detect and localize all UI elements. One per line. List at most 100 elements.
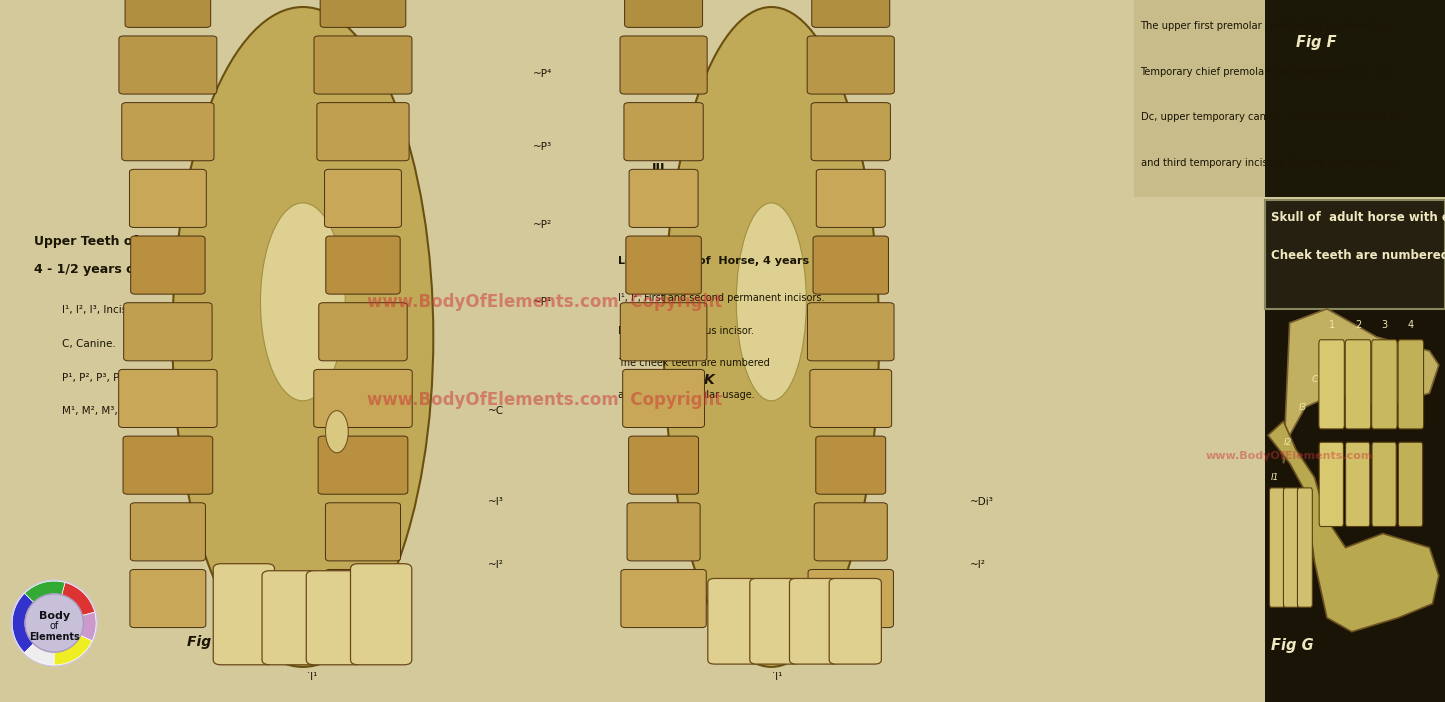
FancyBboxPatch shape	[321, 0, 406, 27]
FancyBboxPatch shape	[808, 303, 894, 361]
Text: Dc, upper temporary canine. C, lower permanent ca: Dc, upper temporary canine. C, lower per…	[1140, 112, 1400, 122]
Text: of: of	[49, 621, 59, 630]
FancyBboxPatch shape	[814, 503, 887, 561]
Text: I1: I1	[1272, 473, 1279, 482]
FancyBboxPatch shape	[620, 303, 707, 361]
Text: The upper first premolar (wolf-teeth) is present, bu: The upper first premolar (wolf-teeth) is…	[1140, 21, 1394, 31]
FancyBboxPatch shape	[126, 0, 211, 27]
FancyBboxPatch shape	[314, 369, 412, 428]
Wedge shape	[55, 635, 92, 665]
FancyBboxPatch shape	[351, 564, 412, 665]
FancyBboxPatch shape	[130, 569, 205, 628]
Text: www.BodyOfElements.com  Copyright: www.BodyOfElements.com Copyright	[367, 391, 722, 409]
FancyBboxPatch shape	[1298, 488, 1312, 607]
Text: 1: 1	[1328, 320, 1335, 330]
FancyBboxPatch shape	[325, 569, 400, 628]
Text: Elements: Elements	[29, 632, 79, 642]
Text: M¹, M², M³, Molars: M¹, M², M³, Molars	[62, 406, 156, 416]
FancyBboxPatch shape	[121, 102, 214, 161]
Text: according to popular usage.: according to popular usage.	[618, 390, 754, 400]
Circle shape	[10, 579, 98, 667]
Text: ~I²: ~I²	[488, 560, 504, 570]
Ellipse shape	[172, 7, 434, 667]
Ellipse shape	[260, 203, 345, 401]
FancyBboxPatch shape	[623, 369, 705, 428]
Bar	[1264, 309, 1445, 702]
FancyBboxPatch shape	[809, 369, 892, 428]
Text: ~P¹: ~P¹	[533, 297, 552, 307]
FancyBboxPatch shape	[1319, 442, 1344, 526]
Text: Fig J: Fig J	[188, 635, 221, 649]
FancyBboxPatch shape	[1270, 488, 1285, 607]
FancyBboxPatch shape	[316, 102, 409, 161]
Bar	[1134, 0, 1264, 197]
FancyBboxPatch shape	[118, 36, 217, 94]
FancyBboxPatch shape	[620, 36, 707, 94]
Ellipse shape	[325, 411, 348, 453]
FancyBboxPatch shape	[130, 236, 205, 294]
Text: www.BodyOfElements.com  Copyright: www.BodyOfElements.com Copyright	[367, 293, 722, 311]
FancyBboxPatch shape	[750, 578, 799, 664]
Polygon shape	[1267, 421, 1439, 632]
FancyBboxPatch shape	[1371, 442, 1396, 526]
FancyBboxPatch shape	[1283, 488, 1299, 607]
FancyBboxPatch shape	[325, 503, 400, 561]
Text: Temporary chief premolars are numbered 1, 2, 3. p: Temporary chief premolars are numbered 1…	[1140, 67, 1394, 77]
Text: Lower Teeth of  Horse, 4 years of age.: Lower Teeth of Horse, 4 years of age.	[618, 256, 857, 266]
FancyBboxPatch shape	[624, 0, 702, 27]
FancyBboxPatch shape	[1345, 442, 1370, 526]
Text: 4 - 1/2 years old.: 4 - 1/2 years old.	[35, 263, 152, 277]
Ellipse shape	[663, 7, 879, 667]
FancyBboxPatch shape	[1371, 340, 1397, 429]
Text: IV: IV	[652, 64, 666, 77]
Text: II: II	[652, 274, 662, 287]
Text: I3: I3	[1299, 403, 1308, 411]
Text: Upper Teeth of  Horse,: Upper Teeth of Horse,	[35, 235, 192, 249]
Text: ~Di³: ~Di³	[970, 497, 994, 507]
FancyBboxPatch shape	[1345, 340, 1371, 429]
FancyBboxPatch shape	[124, 303, 212, 361]
FancyBboxPatch shape	[808, 569, 893, 628]
Text: C, Canine.: C, Canine.	[62, 339, 116, 349]
FancyBboxPatch shape	[629, 436, 698, 494]
Text: Fig G: Fig G	[1272, 638, 1314, 653]
Text: I¹, I², I³, Incisors.: I¹, I², I³, Incisors.	[62, 305, 147, 315]
Text: ~C: ~C	[488, 406, 504, 416]
FancyBboxPatch shape	[325, 236, 400, 294]
Circle shape	[25, 594, 84, 652]
Polygon shape	[1283, 309, 1439, 463]
Text: and third temporary incisors. I1, first permanent inc: and third temporary incisors. I1, first …	[1140, 158, 1400, 168]
Text: ˙I¹: ˙I¹	[306, 673, 319, 682]
Text: I: I	[652, 394, 656, 406]
FancyBboxPatch shape	[1319, 340, 1344, 429]
FancyBboxPatch shape	[629, 169, 698, 227]
Text: Fig F: Fig F	[1296, 35, 1337, 50]
FancyBboxPatch shape	[829, 578, 881, 664]
Text: P¹, P², P³, P⁴, Premolars.: P¹, P², P³, P⁴, Premolars.	[62, 373, 186, 383]
Text: ~P²: ~P²	[533, 220, 552, 230]
FancyBboxPatch shape	[626, 236, 701, 294]
FancyBboxPatch shape	[816, 436, 886, 494]
Text: Fig K: Fig K	[675, 373, 715, 388]
Text: ~P⁴: ~P⁴	[533, 69, 552, 79]
Wedge shape	[81, 612, 97, 641]
Text: ~P³: ~P³	[533, 143, 552, 152]
FancyBboxPatch shape	[812, 0, 890, 27]
Text: ˙I¹: ˙I¹	[772, 673, 783, 682]
Text: Di³, Third deciduous incisor.: Di³, Third deciduous incisor.	[618, 326, 754, 336]
FancyBboxPatch shape	[306, 571, 363, 665]
Text: Skull of  adult horse with embedded teeth: Skull of adult horse with embedded teeth	[1272, 211, 1445, 224]
FancyBboxPatch shape	[325, 169, 402, 227]
FancyBboxPatch shape	[814, 236, 889, 294]
Wedge shape	[62, 583, 95, 616]
FancyBboxPatch shape	[1399, 442, 1423, 526]
FancyBboxPatch shape	[621, 569, 707, 628]
Wedge shape	[12, 593, 33, 653]
Bar	[1264, 0, 1445, 197]
Ellipse shape	[737, 203, 806, 401]
Text: I¹, I², First and second permanent incisors.: I¹, I², First and second permanent incis…	[618, 293, 825, 303]
FancyBboxPatch shape	[811, 102, 890, 161]
Text: Body: Body	[39, 611, 69, 621]
Bar	[1264, 200, 1445, 309]
Text: ~I²: ~I²	[970, 560, 985, 570]
